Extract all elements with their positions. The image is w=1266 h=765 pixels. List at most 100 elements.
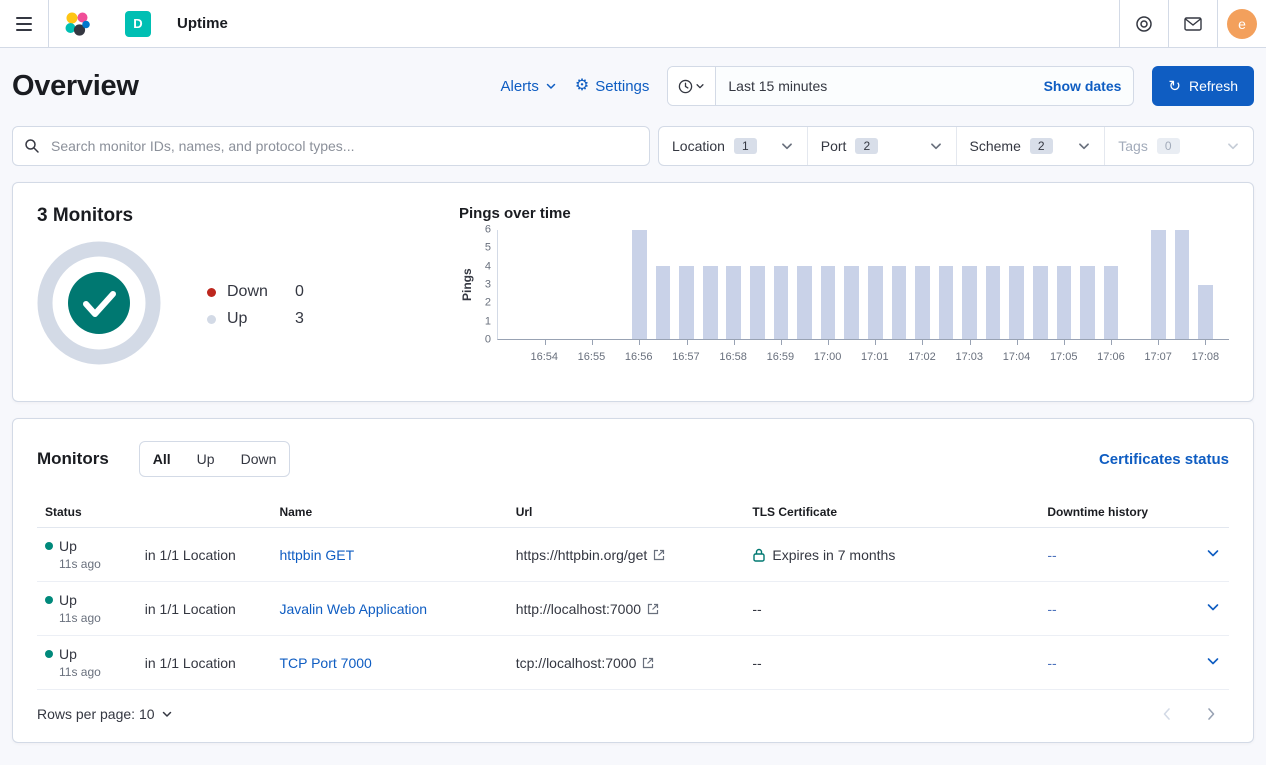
chevron-down-icon bbox=[1207, 550, 1219, 557]
pings-xaxis: 16:54 16:55 16:56 16:57 16:58 16:59 17:00 17:01… bbox=[497, 340, 1229, 368]
monitor-last-check: 11s ago bbox=[59, 665, 101, 679]
mail-icon bbox=[1184, 16, 1202, 31]
previous-page-button[interactable] bbox=[1159, 706, 1175, 722]
x-axis-tick-label: 17:05 bbox=[1049, 351, 1078, 363]
tab-up[interactable]: Up bbox=[184, 442, 228, 476]
x-axis-tick-mark bbox=[1063, 340, 1065, 345]
pings-plot bbox=[497, 230, 1229, 345]
filter-tags: Tags 0 bbox=[1105, 127, 1253, 165]
column-url: Url bbox=[507, 497, 745, 528]
filter-count-badge: 2 bbox=[1029, 138, 1053, 154]
avatar: e bbox=[1227, 8, 1257, 39]
expand-row-button[interactable] bbox=[1205, 599, 1221, 615]
monitor-url-link[interactable]: http://localhost:7000 bbox=[516, 601, 737, 617]
ping-bar bbox=[820, 266, 836, 339]
page-title: Overview bbox=[12, 69, 139, 102]
ping-bar bbox=[867, 266, 883, 339]
alerts-dropdown[interactable]: Alerts bbox=[501, 78, 557, 95]
up-status-dot bbox=[45, 650, 53, 658]
quick-select-button[interactable] bbox=[668, 67, 717, 105]
down-status-dot bbox=[207, 287, 216, 297]
menu-toggle-button[interactable] bbox=[0, 0, 48, 47]
expand-row-button[interactable] bbox=[1205, 653, 1221, 669]
monitors-title: Monitors bbox=[37, 449, 109, 468]
search-input[interactable] bbox=[12, 126, 650, 166]
monitors-header: Monitors All Up Down Certificates status bbox=[37, 441, 1229, 477]
tls-expiry: Expires in 7 months bbox=[772, 546, 896, 563]
x-axis-tick-mark bbox=[639, 340, 641, 345]
ping-bar bbox=[1056, 266, 1072, 339]
x-axis-tick-mark bbox=[1016, 340, 1018, 345]
ping-bar bbox=[773, 266, 789, 339]
filter-port[interactable]: Port 2 bbox=[808, 127, 957, 165]
monitor-location: in 1/1 Location bbox=[136, 581, 272, 636]
filter-location[interactable]: Location 1 bbox=[659, 127, 808, 165]
filter-count-badge: 2 bbox=[855, 138, 879, 154]
x-axis-tick-label: 16:54 bbox=[530, 351, 558, 363]
rows-per-page-selector[interactable]: Rows per page: 10 bbox=[37, 706, 173, 722]
newsfeed-button[interactable] bbox=[1169, 0, 1217, 47]
x-axis-tick-mark bbox=[733, 340, 735, 345]
tab-all[interactable]: All bbox=[140, 442, 184, 476]
x-axis-tick-label: 16:58 bbox=[719, 351, 747, 363]
topbar-spacer bbox=[228, 0, 1119, 47]
filter-group: Location 1 Port 2 Scheme 2 Tags 0 bbox=[658, 126, 1254, 166]
certificates-status-link[interactable]: Certificates status bbox=[1098, 450, 1229, 468]
status-donut-chart bbox=[37, 241, 161, 370]
chevron-down-icon bbox=[1228, 143, 1238, 150]
filter-scheme[interactable]: Scheme 2 bbox=[957, 127, 1106, 165]
monitor-name-link[interactable]: Javalin Web Application bbox=[279, 600, 428, 617]
page-header: Overview Alerts ⚙ Settings Last 15 minut… bbox=[12, 66, 1254, 106]
time-range-value[interactable]: Last 15 minutes bbox=[728, 78, 828, 94]
search-box bbox=[12, 126, 650, 166]
tls-expiry: -- bbox=[752, 600, 762, 617]
up-status-dot bbox=[207, 314, 216, 324]
column-location bbox=[136, 497, 272, 528]
deployment-badge[interactable]: D bbox=[125, 10, 151, 37]
x-axis-tick-label: 17:08 bbox=[1191, 351, 1220, 363]
monitor-name-link[interactable]: httpbin GET bbox=[279, 546, 355, 563]
user-menu-button[interactable]: e bbox=[1218, 0, 1266, 47]
ping-bar bbox=[915, 266, 930, 339]
ping-bar bbox=[702, 266, 718, 339]
tab-down[interactable]: Down bbox=[228, 442, 290, 476]
monitor-count-title: 3 Monitors bbox=[37, 205, 134, 226]
check-icon bbox=[83, 291, 116, 317]
settings-link[interactable]: ⚙ Settings bbox=[575, 78, 650, 95]
x-axis-tick-label: 16:55 bbox=[577, 351, 606, 363]
x-axis-tick-label: 17:07 bbox=[1144, 351, 1172, 363]
filter-row: Location 1 Port 2 Scheme 2 Tags 0 bbox=[12, 126, 1254, 166]
y-axis-label: Pings bbox=[460, 268, 474, 302]
monitor-last-check: 11s ago bbox=[59, 557, 101, 571]
y-axis-tick-label: 6 bbox=[484, 223, 491, 236]
breadcrumb[interactable]: Uptime bbox=[177, 15, 228, 32]
monitors-table: Status Name Url TLS Certificate Downtime… bbox=[37, 497, 1229, 690]
search-icon bbox=[25, 139, 39, 153]
lock-icon bbox=[753, 548, 766, 562]
chevron-down-icon bbox=[930, 143, 941, 150]
next-page-button[interactable] bbox=[1203, 706, 1219, 722]
hamburger-icon bbox=[16, 16, 32, 31]
monitor-url: http://localhost:7000 bbox=[515, 600, 642, 617]
pings-chart-section: Pings over time Pings 0 1 2 3 4 5 6 16:54 16:55… bbox=[437, 205, 1229, 379]
divider bbox=[1168, 0, 1169, 47]
refresh-button[interactable]: ↻ Refresh bbox=[1152, 66, 1254, 106]
x-axis-tick-mark bbox=[875, 340, 877, 345]
filter-label: Tags bbox=[1118, 138, 1148, 154]
y-axis-tick-label: 3 bbox=[484, 278, 491, 291]
legend-item-down: Down 0 bbox=[207, 283, 304, 301]
help-button[interactable] bbox=[1120, 0, 1168, 47]
filter-label: Port bbox=[820, 138, 847, 154]
legend-value: 3 bbox=[295, 310, 304, 327]
elastic-logo[interactable] bbox=[49, 0, 105, 47]
chevron-down-icon bbox=[1207, 604, 1219, 611]
expand-row-button[interactable] bbox=[1205, 545, 1221, 561]
x-axis-tick-mark bbox=[686, 340, 688, 345]
monitor-url-link[interactable]: tcp://localhost:7000 bbox=[516, 655, 737, 671]
monitor-url-link[interactable]: https://httpbin.org/get bbox=[516, 547, 737, 563]
show-dates-button[interactable]: Show dates bbox=[1043, 78, 1122, 94]
x-axis-tick-label: 16:56 bbox=[624, 351, 653, 363]
monitor-name-link[interactable]: TCP Port 7000 bbox=[279, 654, 372, 671]
external-link-icon bbox=[647, 603, 659, 614]
column-downtime-history: Downtime history bbox=[1039, 497, 1189, 528]
